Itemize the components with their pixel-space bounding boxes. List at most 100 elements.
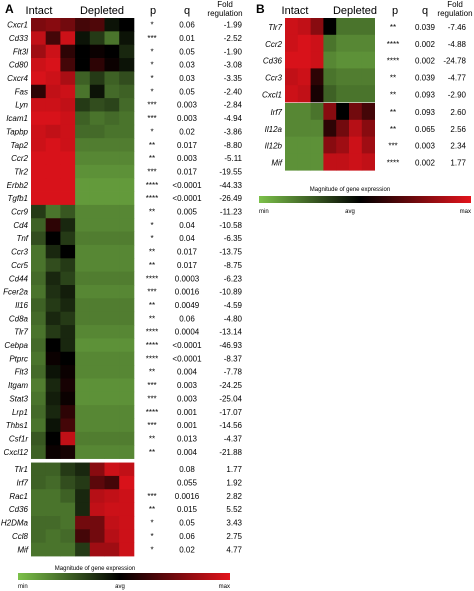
gene-label: Cd36	[9, 505, 29, 514]
heatmap-cell	[31, 378, 47, 393]
q-value: 0.003	[415, 142, 436, 151]
heatmap-cell	[89, 31, 105, 46]
heatmap-cell	[60, 431, 76, 446]
heatmap-cell	[119, 391, 135, 406]
gene-label: Ccl8	[12, 532, 29, 541]
heatmap-cell	[119, 285, 135, 299]
heatmap-cell	[297, 51, 311, 69]
heatmap-cell	[104, 231, 120, 246]
fold-regulation-value: -13.14	[219, 328, 242, 337]
fold-regulation-value: -10.58	[219, 221, 242, 230]
gene-label: Mif	[271, 158, 282, 167]
gene-label: Tapbp	[6, 127, 29, 136]
heatmap-cell	[31, 84, 47, 99]
heatmap-cell	[89, 98, 105, 112]
gene-label: Ccr9	[11, 208, 28, 217]
heatmap-cell	[75, 502, 91, 517]
heatmap-cell	[31, 164, 47, 179]
p-value-stars: ****	[387, 57, 399, 66]
heatmap-cell	[31, 418, 47, 433]
heatmap-cell	[104, 365, 120, 379]
heatmap-cell	[60, 164, 76, 179]
heatmap-cell	[297, 34, 311, 52]
fold-regulation-value: -21.88	[219, 448, 242, 457]
heatmap-cell	[75, 542, 91, 557]
heatmap-cell	[75, 164, 91, 179]
q-value: 0.017	[177, 261, 198, 270]
p-value-stars: **	[149, 314, 155, 323]
fold-regulation-value: -14.56	[219, 421, 242, 430]
fold-regulation-value: -5.11	[224, 154, 242, 163]
heatmap-cell	[75, 58, 91, 72]
p-value-stars: **	[390, 125, 396, 134]
gene-label: Cxcl12	[4, 448, 29, 457]
panel-b-legend-avg: avg	[345, 209, 355, 215]
gene-label: Itgam	[8, 381, 28, 390]
heatmap-cell	[45, 515, 61, 530]
p-value-stars: **	[149, 368, 155, 377]
fold-regulation-value: -11.23	[220, 208, 243, 217]
heatmap-cell	[119, 378, 135, 393]
heatmap-cell	[60, 178, 76, 192]
heatmap-cell	[60, 325, 76, 339]
heatmap-cell	[31, 138, 47, 152]
heatmap-cell	[297, 119, 311, 137]
p-value-stars: *	[150, 519, 153, 528]
p-value-stars: ***	[147, 492, 156, 501]
heatmap-cell	[323, 18, 337, 36]
heatmap-cell	[104, 124, 120, 139]
q-value: 0.003	[177, 114, 198, 123]
heatmap-cell	[31, 462, 47, 477]
p-value-stars: ****	[146, 354, 158, 363]
heatmap-cell	[45, 325, 61, 339]
fold-regulation-value: -7.78	[224, 368, 243, 377]
q-value: 0.002	[415, 40, 436, 49]
heatmap-cell	[31, 431, 47, 446]
q-value: 0.05	[179, 87, 195, 96]
heatmap-cell	[310, 34, 324, 52]
heatmap-cell	[89, 124, 105, 139]
heatmap-cell	[89, 515, 105, 530]
p-value-stars: **	[149, 434, 155, 443]
heatmap-cell	[45, 218, 61, 232]
heatmap-cell	[31, 258, 47, 273]
heatmap-cell	[45, 298, 61, 313]
heatmap-cell	[104, 164, 120, 179]
heatmap-cell	[31, 285, 47, 299]
heatmap-cell	[119, 462, 135, 477]
heatmap-cell	[31, 542, 47, 557]
gene-label: Tap2	[11, 141, 29, 150]
heatmap-cell	[119, 31, 135, 46]
heatmap-cell	[75, 365, 91, 379]
p-value-stars: **	[390, 23, 396, 32]
heatmap-cell	[297, 153, 311, 171]
heatmap-cell	[119, 311, 135, 326]
heatmap-cell	[45, 475, 61, 490]
heatmap-cell	[323, 34, 337, 52]
heatmap-cell	[60, 515, 76, 530]
heatmap-cell	[75, 111, 91, 126]
gene-label: Cxcr1	[7, 21, 28, 30]
fold-regulation-value: -3.35	[224, 74, 243, 83]
fold-regulation-value: 2.60	[450, 108, 466, 117]
heatmap-cell	[285, 34, 299, 52]
heatmap-cell	[89, 18, 105, 32]
q-value: 0.004	[177, 448, 198, 457]
heatmap-cell	[60, 529, 76, 544]
fold-regulation-value: 4.77	[226, 545, 242, 554]
heatmap-cell	[104, 445, 120, 459]
fold-regulation-value: -13.75	[219, 248, 242, 257]
gene-label: Lyn	[15, 101, 28, 110]
p-value-stars: ***	[147, 114, 156, 123]
panel-a-q-header: q	[184, 5, 190, 17]
heatmap-cell	[60, 231, 76, 246]
heatmap-cell	[75, 138, 91, 152]
heatmap-cell	[119, 71, 135, 86]
heatmap-cell	[349, 68, 363, 86]
heatmap-cell	[60, 462, 76, 477]
heatmap-cell	[104, 138, 120, 152]
heatmap-cell	[60, 204, 76, 219]
p-value-stars: ***	[388, 142, 397, 151]
q-value: <0.0001	[172, 181, 202, 190]
p-value-stars: *	[150, 545, 153, 554]
